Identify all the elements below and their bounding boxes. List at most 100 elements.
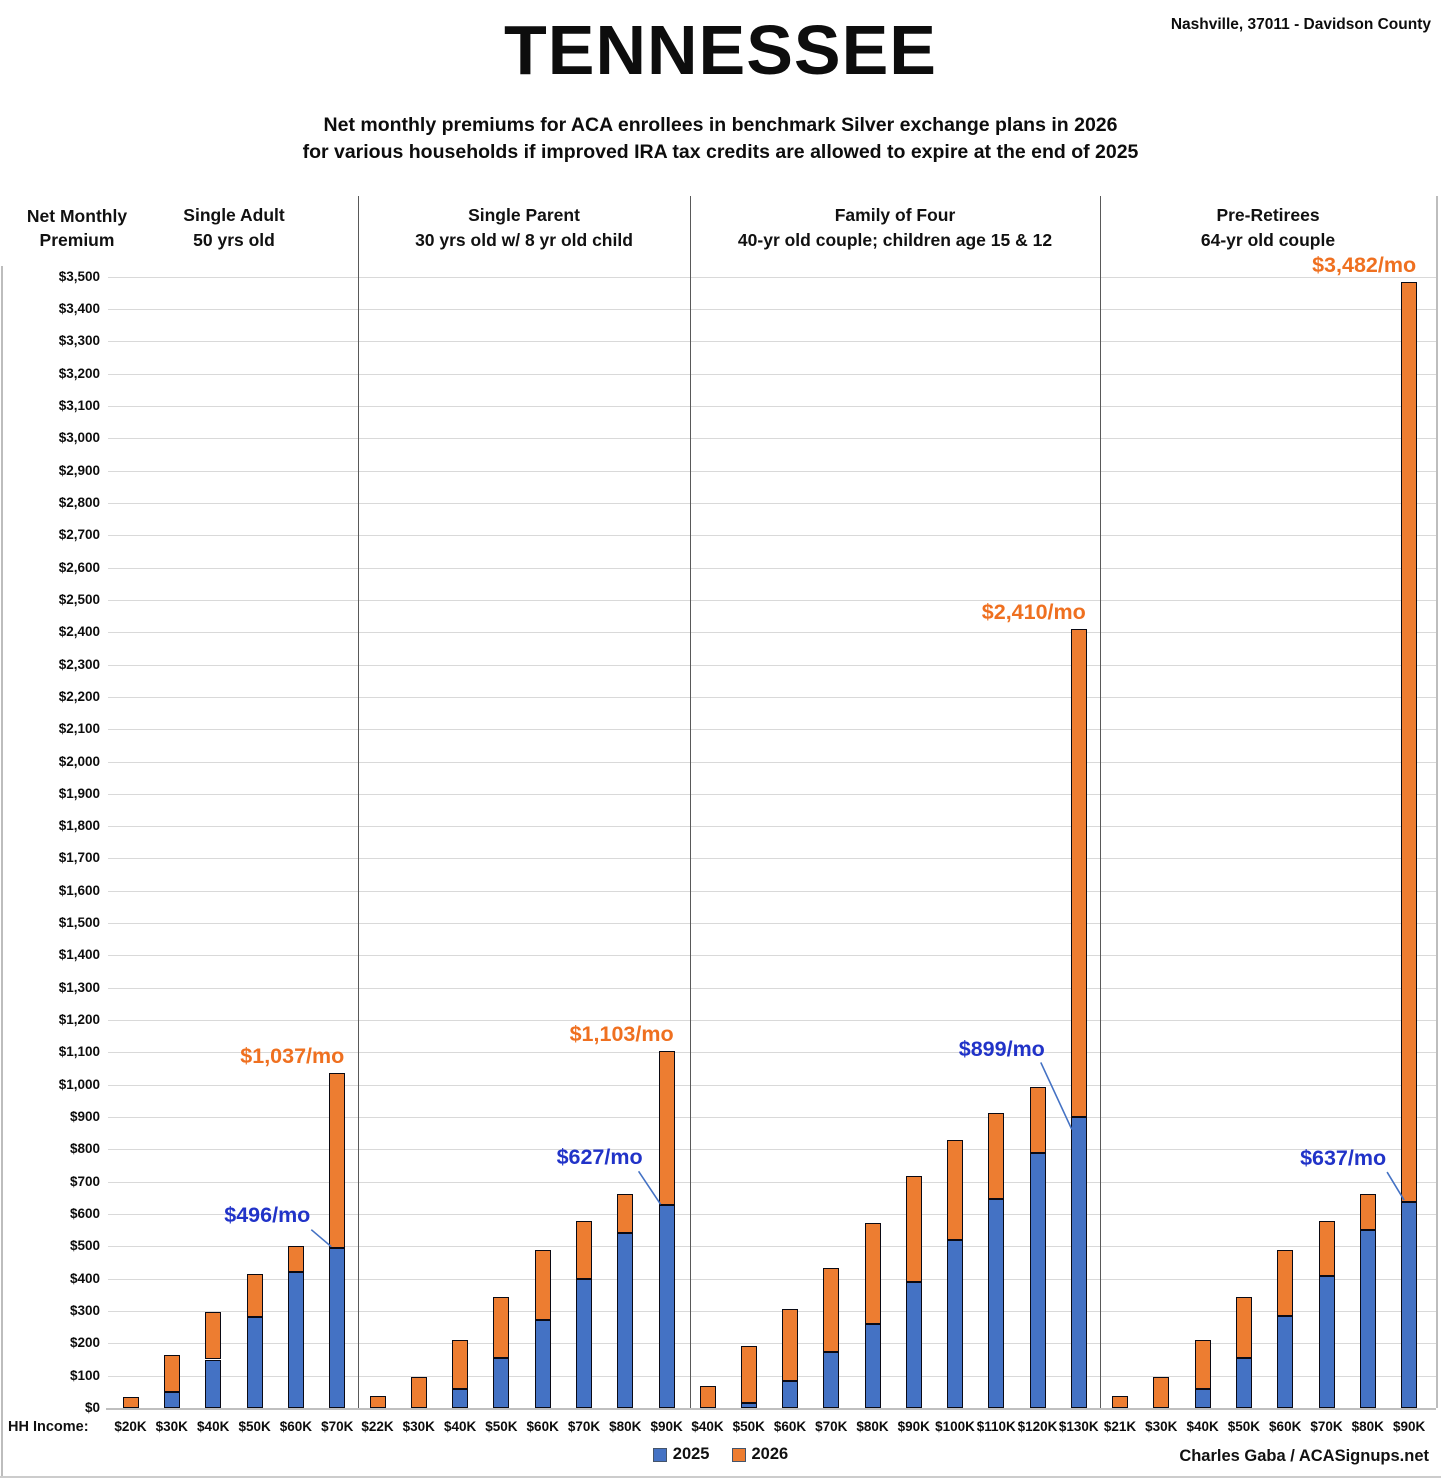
gridline: [108, 1117, 1436, 1119]
bar-2025-segment: [617, 1232, 634, 1408]
bar-2026-segment: [1277, 1249, 1294, 1316]
x-axis-label: $21K: [1103, 1419, 1137, 1434]
gridline: [108, 664, 1436, 666]
subtitle-line1: Net monthly premiums for ACA enrollees i…: [323, 114, 1118, 136]
legend-swatch-2026: [731, 1447, 746, 1462]
value-2025-callout: $627/mo: [556, 1145, 643, 1170]
gridline: [108, 535, 1436, 537]
bar-2026-segment: [864, 1223, 881, 1325]
gridline: [108, 599, 1436, 601]
bar-2026-segment: [1029, 1087, 1046, 1154]
x-axis-label: $30K: [402, 1419, 435, 1434]
gridline: [108, 1052, 1436, 1054]
x-axis-label: $130K: [1058, 1419, 1099, 1434]
group-divider: [358, 196, 359, 1408]
y-axis-label: $500: [69, 1238, 100, 1254]
chart-bottom-edge: [0, 1476, 1441, 1478]
x-axis-label: $50K: [485, 1419, 518, 1434]
bar-2026-segment: [740, 1345, 757, 1403]
bar-2026-segment: [534, 1249, 551, 1320]
bar-2025-segment: [1277, 1315, 1294, 1408]
bar-2025-segment: [864, 1324, 881, 1408]
y-axis-label: $800: [69, 1141, 100, 1157]
legend-item-2025: 2025: [652, 1445, 710, 1464]
bar-2026-segment: [493, 1296, 510, 1359]
y-axis-label: $3,500: [58, 268, 100, 284]
bar-2025-segment: [1235, 1357, 1252, 1408]
group-header: Pre-Retirees 64-yr old couple: [1073, 203, 1441, 253]
x-axis-label: $60K: [1269, 1419, 1302, 1434]
x-axis-label: $40K: [1186, 1419, 1219, 1434]
bar-2025-segment: [1070, 1117, 1087, 1408]
y-axis-label: $2,300: [58, 656, 100, 672]
page-title: TENNESSEE: [504, 11, 937, 89]
bar-2026-segment: [782, 1309, 798, 1381]
total-2026-callout: $1,103/mo: [569, 1022, 674, 1047]
gridline: [108, 1375, 1436, 1377]
bar-2026-segment: [1112, 1396, 1128, 1408]
y-axis-label: $2,600: [58, 559, 100, 575]
gridline: [108, 793, 1436, 795]
gridline: [108, 729, 1436, 731]
bar-2026-segment: [369, 1395, 386, 1408]
bar-2025-segment: [329, 1247, 346, 1408]
bar-2025-segment: [905, 1281, 922, 1408]
gridline: [108, 696, 1436, 698]
x-axis-label: $80K: [856, 1419, 889, 1434]
gridline: [108, 1084, 1436, 1086]
bar-2026-segment: [205, 1311, 222, 1360]
y-axis-label: $3,000: [58, 430, 100, 446]
y-axis-label: $900: [69, 1109, 100, 1125]
y-axis-label: $3,100: [58, 397, 100, 413]
group-header-name: Single Adult: [183, 205, 285, 225]
y-axis-label: $1,400: [58, 947, 100, 963]
bar-2026-segment: [658, 1051, 675, 1206]
x-axis-label: $120K: [1017, 1419, 1058, 1434]
credit-label: Charles Gaba / ACASignups.net: [1179, 1447, 1429, 1465]
y-axis-label: $3,400: [58, 300, 100, 316]
gridline: [108, 470, 1436, 472]
bar-2026-segment: [947, 1140, 963, 1240]
x-axis-label: $30K: [1145, 1419, 1178, 1434]
gridline: [108, 1181, 1436, 1183]
y-axis-label: $700: [69, 1173, 100, 1189]
bar-2025-segment: [740, 1402, 757, 1408]
x-axis-label: $70K: [815, 1419, 848, 1434]
y-axis-label: $2,500: [58, 591, 100, 607]
group-header: Family of Four 40-yr old couple; children…: [700, 203, 1090, 253]
x-axis-label: $100K: [935, 1419, 975, 1434]
gridline: [108, 1149, 1436, 1151]
bar-2025-segment: [163, 1391, 180, 1408]
bar-2025-segment: [1359, 1230, 1376, 1408]
y-axis-label: $2,400: [58, 624, 100, 640]
bar-2025-segment: [988, 1198, 1005, 1408]
group-header-desc: 40-yr old couple; children age 15 & 12: [737, 230, 1053, 250]
subtitle-line2: for various households if improved IRA t…: [302, 141, 1139, 163]
location-label: Nashville, 37011 - Davidson County: [1170, 16, 1431, 33]
gridline: [108, 502, 1436, 504]
x-axis-label: $70K: [321, 1419, 354, 1434]
legend-label: 2025: [672, 1445, 710, 1463]
gridline: [108, 923, 1436, 925]
bar-2025-segment: [658, 1205, 675, 1408]
gridline: [108, 308, 1436, 310]
y-axis-label: $3,300: [58, 333, 100, 349]
y-axis-label: $2,700: [58, 527, 100, 543]
x-axis-label: $40K: [691, 1419, 724, 1434]
y-axis-label: $300: [69, 1303, 100, 1318]
value-2025-callout: $496/mo: [224, 1202, 311, 1227]
bar-2025-segment: [493, 1358, 510, 1408]
gridline: [108, 826, 1436, 828]
y-axis-label: $2,900: [58, 462, 100, 478]
total-2026-callout: $2,410/mo: [981, 599, 1086, 624]
x-axis-label: $40K: [443, 1419, 477, 1434]
gridline: [108, 1343, 1436, 1345]
gridline: [108, 761, 1436, 763]
x-axis-label: $60K: [526, 1419, 559, 1434]
x-axis-label: $20K: [114, 1419, 147, 1434]
y-axis-label: $1,100: [58, 1044, 100, 1060]
y-axis-label: $600: [69, 1206, 100, 1221]
y-axis-label: $2,000: [58, 753, 100, 769]
x-axis-label: $90K: [897, 1419, 930, 1434]
